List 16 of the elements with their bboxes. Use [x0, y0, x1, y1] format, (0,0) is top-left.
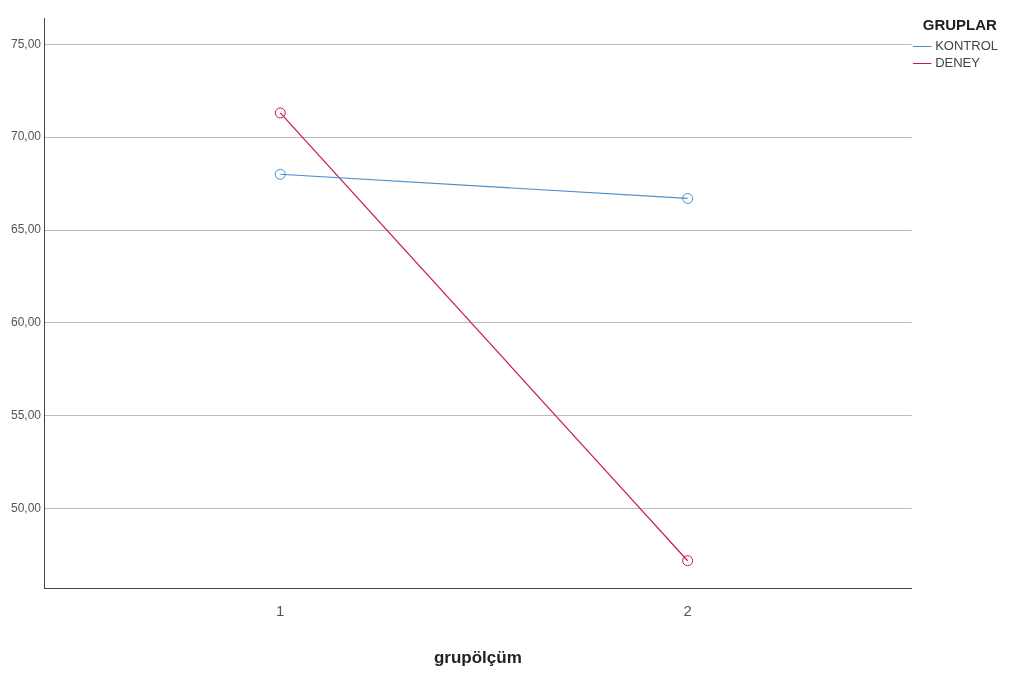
y-tick-label: 55,00 — [11, 408, 42, 423]
legend-title: GRUPLAR — [922, 15, 998, 33]
y-tick-label: 70,00 — [11, 129, 42, 144]
point — [682, 555, 694, 567]
point — [274, 168, 286, 180]
x-axis-title: grupölçüm — [433, 648, 522, 668]
x-tick-label: 2 — [683, 601, 692, 619]
y-tick-label: 75,00 — [11, 36, 42, 51]
point — [274, 107, 286, 119]
x-tick-label: 1 — [276, 601, 285, 619]
y-tick-label: 60,00 — [11, 315, 42, 330]
point — [682, 192, 694, 204]
y-tick-label: 50,00 — [11, 501, 42, 516]
legend-label: KONTROL — [935, 38, 998, 54]
y-tick-label: 65,00 — [11, 222, 42, 237]
legend-label: DENEY — [935, 55, 981, 71]
